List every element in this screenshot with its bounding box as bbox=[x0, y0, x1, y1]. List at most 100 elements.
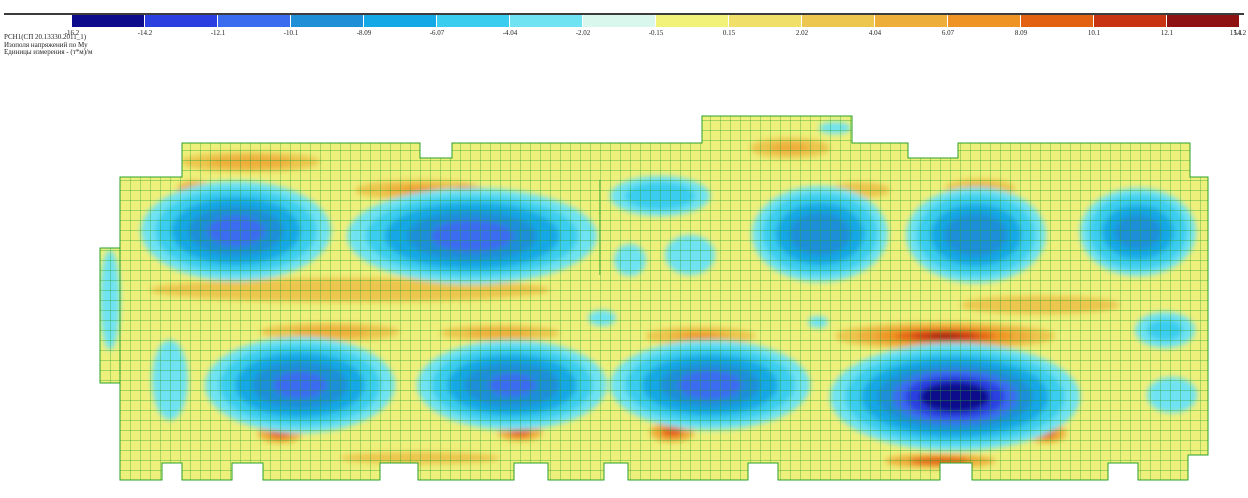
legend-tick-label: 14.2 bbox=[1233, 29, 1247, 37]
legend-swatch bbox=[291, 15, 364, 27]
contour-zone bbox=[488, 373, 536, 397]
contour-zone bbox=[1147, 319, 1183, 341]
contour-zone bbox=[912, 331, 978, 341]
contour-zone bbox=[269, 428, 291, 438]
contour-zone bbox=[645, 327, 755, 345]
contour-zone bbox=[171, 197, 301, 265]
contour-zone bbox=[625, 346, 795, 424]
legend-tick-label: 12.1 bbox=[1160, 29, 1174, 37]
legend-tick-label: -16.2 bbox=[64, 29, 80, 37]
contour-zone bbox=[384, 184, 456, 196]
contour-zone bbox=[625, 182, 695, 210]
contour-zones bbox=[100, 122, 1197, 468]
legend-swatch bbox=[437, 15, 510, 27]
contour-zone bbox=[417, 340, 607, 430]
units-label: Единицы измерения - (т*м)/м bbox=[4, 48, 93, 56]
legend-swatch bbox=[145, 15, 218, 27]
contour-zone bbox=[273, 371, 327, 399]
contour-zone bbox=[1102, 204, 1174, 260]
contour-zone bbox=[614, 244, 646, 276]
contour-zone bbox=[678, 370, 742, 400]
contour-zone bbox=[235, 352, 365, 418]
contour-zone bbox=[750, 138, 830, 158]
plot-info-block: РСН1(СП 20.13330.2011_1) Изополя напряже… bbox=[4, 33, 93, 57]
legend-swatch bbox=[72, 15, 145, 27]
legend-tick-label: -14.2 bbox=[137, 29, 153, 37]
legend-swatch bbox=[656, 15, 729, 27]
contour-zone bbox=[945, 179, 1015, 197]
contour-zone bbox=[909, 457, 971, 465]
contour-zone bbox=[1114, 214, 1162, 250]
legend-swatch bbox=[1167, 15, 1240, 27]
legend-swatch bbox=[510, 15, 583, 27]
contour-zone bbox=[930, 203, 1022, 267]
contour-zone bbox=[775, 202, 865, 266]
contour-zone bbox=[260, 323, 400, 341]
contour-zone bbox=[752, 186, 888, 282]
contour-zone bbox=[177, 181, 213, 199]
contour-zone bbox=[431, 346, 593, 424]
legend-swatch bbox=[948, 15, 1021, 27]
contour-zone bbox=[683, 333, 717, 339]
contour-zone bbox=[916, 194, 1036, 276]
contour-zone bbox=[150, 278, 550, 302]
contour-zone bbox=[808, 316, 828, 328]
contour-zone bbox=[188, 206, 284, 256]
contour-zone bbox=[440, 325, 560, 341]
slab-base-field bbox=[100, 116, 1208, 480]
contour-zone bbox=[1026, 423, 1066, 443]
contour-zone bbox=[205, 337, 395, 433]
legend-tick-label: 15.1 bbox=[1229, 29, 1243, 37]
contour-zone bbox=[340, 452, 500, 464]
legend-swatch bbox=[1021, 15, 1094, 27]
contour-zone bbox=[355, 180, 485, 200]
contour-zone bbox=[895, 329, 995, 343]
contour-zone bbox=[1147, 377, 1197, 413]
legend-tick-label: 8.09 bbox=[1014, 29, 1028, 37]
contour-zone bbox=[665, 235, 715, 275]
contour-zone bbox=[928, 333, 962, 339]
contour-zone bbox=[155, 188, 317, 274]
contour-zone bbox=[291, 327, 369, 337]
legend-swatch bbox=[802, 15, 875, 27]
color-scale-legend bbox=[72, 15, 1244, 28]
contour-zone bbox=[660, 362, 760, 408]
contour-zone bbox=[447, 354, 577, 416]
legend-tick-label: -6.07 bbox=[429, 29, 445, 37]
contour-zone bbox=[430, 220, 514, 252]
legend-tick-label: -0.15 bbox=[648, 29, 664, 37]
legend-tick-label: 0.15 bbox=[722, 29, 736, 37]
contour-zone bbox=[498, 423, 542, 441]
contour-zone bbox=[906, 187, 1046, 283]
contour-zone bbox=[789, 212, 851, 256]
contour-zone bbox=[835, 322, 1055, 350]
contour-zone bbox=[141, 181, 331, 281]
contour-zone bbox=[588, 310, 616, 326]
contour-zone bbox=[509, 427, 531, 437]
legend-tick-label: -4.04 bbox=[502, 29, 518, 37]
contour-zone bbox=[830, 343, 1080, 451]
contour-zone bbox=[845, 349, 1065, 445]
legend-swatch bbox=[364, 15, 437, 27]
contour-zone bbox=[464, 362, 560, 408]
contour-zone bbox=[1135, 312, 1195, 348]
contour-zone bbox=[186, 185, 204, 195]
contour-zone bbox=[857, 324, 1033, 348]
legend-tick-label: -12.1 bbox=[210, 29, 226, 37]
contour-zone bbox=[100, 250, 120, 350]
legend-tick-label: 6.07 bbox=[941, 29, 955, 37]
contour-zone bbox=[876, 327, 1014, 345]
contour-zone bbox=[905, 375, 1005, 419]
legend-tick-label: 2.02 bbox=[795, 29, 809, 37]
contour-zone bbox=[650, 422, 694, 442]
contour-zone bbox=[457, 189, 473, 197]
contour-zone bbox=[885, 454, 995, 468]
contour-zone bbox=[180, 152, 320, 172]
contour-zone bbox=[770, 143, 810, 153]
contour-zone bbox=[962, 183, 998, 193]
contour-zone bbox=[407, 211, 537, 261]
contour-zone bbox=[252, 361, 348, 409]
contour-zone bbox=[610, 340, 810, 430]
contour-zone bbox=[861, 356, 1049, 438]
